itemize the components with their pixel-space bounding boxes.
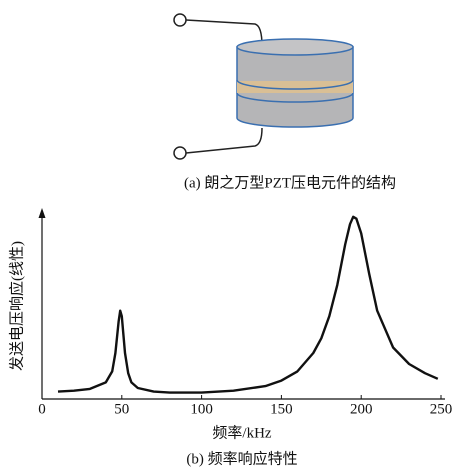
x-axis-label: 频率/kHz — [212, 424, 272, 441]
x-tick-label: 50 — [114, 401, 129, 417]
response-curve — [57, 215, 439, 394]
layer-edge — [236, 92, 354, 103]
x-tick-label: 200 — [350, 401, 373, 417]
cylinder-top — [236, 38, 354, 56]
wire — [185, 127, 263, 154]
chart-caption: (b) 频率响应特性 — [186, 449, 297, 467]
x-tick-label: 0 — [38, 401, 46, 417]
piezo-layer — [237, 81, 353, 93]
x-tick-label: 250 — [430, 401, 453, 417]
y-axis-label: 发送电压响应(线性) — [7, 241, 25, 371]
x-tick-label: 150 — [270, 401, 293, 417]
terminal — [173, 13, 187, 27]
diagram-caption: (a) 朗之万型PZT压电元件的结构 — [184, 174, 396, 191]
pzt-diagram — [173, 13, 354, 160]
x-tick-label: 100 — [190, 401, 213, 417]
layer-edge — [236, 79, 354, 90]
terminal — [173, 146, 187, 160]
y-axis-arrow — [38, 208, 46, 218]
